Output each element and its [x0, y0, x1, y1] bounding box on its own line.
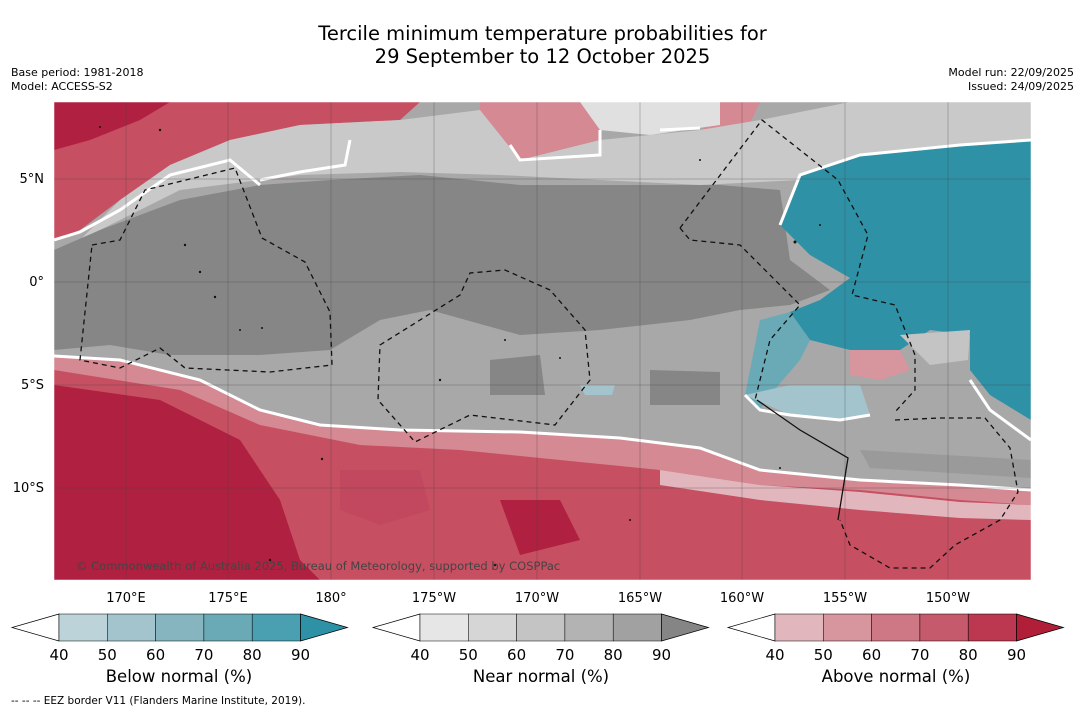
colorbar-near: 40 50 60 70 80 90 [371, 613, 710, 664]
colorbar-near-low-extension [371, 613, 421, 642]
colorbar-below-tick: 80 [243, 646, 262, 664]
colorbar-near-tick: 50 [459, 646, 478, 664]
colorbar-below: 40 50 60 70 80 90 [10, 613, 349, 664]
colorbar-label-below: Below normal (%) [105, 667, 253, 686]
colorbar-above-segment [919, 613, 969, 642]
colorbar-near-high-extension [661, 613, 710, 642]
colorbar-below-tick: 70 [194, 646, 213, 664]
colorbar-above-tick: 40 [765, 646, 784, 664]
meta-left: Base period: 1981-2018 Model: ACCESS-S2 [11, 66, 143, 93]
colorbar-near-tick: 60 [507, 646, 526, 664]
colorbar-above-segment [967, 613, 1017, 642]
eez-gilbert [79, 167, 333, 373]
gridlines [54, 102, 1031, 580]
colorbar-near-segment [516, 613, 566, 642]
colorbar-above-tick: 60 [862, 646, 881, 664]
lon-label-170w: 170°W [515, 591, 559, 606]
lat-label-5n: 5°N [20, 172, 45, 187]
lon-labels: 170°E 175°E 180° 175°W 170°W 165°W 160°W… [106, 591, 970, 606]
colorbar-label-near: Near normal (%) [472, 667, 610, 686]
eez-footnote: -- -- -- EEZ border V11 (Flanders Marine… [11, 695, 306, 707]
eez-phoenix [377, 269, 591, 443]
title-line-1: Tercile minimum temperature probabilitie… [318, 22, 767, 45]
colorbar-above-tick: 70 [910, 646, 929, 664]
model-name: Model: ACCESS-S2 [11, 79, 113, 93]
colorbar-below-high-extension [300, 613, 349, 642]
colorbar-near-tick: 40 [410, 646, 429, 664]
lon-label-175e: 175°E [208, 591, 248, 606]
colorbar-near-tick: 90 [652, 646, 671, 664]
colorbar-below-tick: 40 [49, 646, 68, 664]
below-normal-east [780, 140, 1031, 420]
colorbar-above-low-extension [726, 613, 776, 642]
lon-label-155w: 155°W [823, 591, 867, 606]
colorbar-near-segment [468, 613, 517, 642]
title-line-2: 29 September to 12 October 2025 [374, 45, 711, 68]
model-run: Model run: 22/09/2025 [948, 66, 1074, 79]
colorbar-above-segment [774, 613, 824, 642]
near-normal-core [54, 175, 830, 355]
colorbar-below-tick: 90 [291, 646, 310, 664]
lon-label-150w: 150°W [926, 591, 970, 606]
island-markers [99, 126, 821, 567]
lat-labels: 5°N 0° 5°S 10°S [13, 172, 44, 496]
colorbars: 40 50 60 70 80 90 40 50 60 70 80 90 40 50 60 70 80 90 [10, 613, 1065, 664]
eez-borders [79, 119, 1019, 569]
colorbar-near-segment [612, 613, 662, 642]
lat-label-10s: 10°S [13, 481, 44, 496]
colorbar-label-above: Above normal (%) [821, 667, 971, 686]
colorbar-above-tick: 50 [814, 646, 833, 664]
colorbar-near-tick: 80 [604, 646, 623, 664]
colorbar-below-segment [203, 613, 253, 642]
colorbar-below-tick: 60 [146, 646, 165, 664]
lon-label-175w: 175°W [412, 591, 456, 606]
map-title: Tercile minimum temperature probabilitie… [0, 22, 1085, 68]
lon-label-180: 180° [315, 591, 346, 606]
colorbar-below-low-extension [10, 613, 60, 642]
map-fill [54, 102, 1031, 580]
lat-label-0: 0° [29, 275, 44, 290]
colorbar-above-tick: 80 [959, 646, 978, 664]
colorbar-below-segment [155, 613, 205, 642]
eez-solid-segment [756, 399, 849, 521]
colorbar-above-segment [823, 613, 872, 642]
colorbar-above-segment [871, 613, 921, 642]
colorbar-near-tick: 70 [555, 646, 574, 664]
eez-cook [839, 417, 1019, 569]
copyright-text: © Commonwealth of Australia 2025, Bureau… [76, 559, 560, 573]
colorbar-below-segment [251, 613, 301, 642]
colorbar-below-segment [58, 613, 108, 642]
colorbar-above: 40 50 60 70 80 90 [726, 613, 1065, 664]
lon-label-165w: 165°W [618, 591, 662, 606]
meta-right: Model run: 22/09/2025 Issued: 24/09/2025 [948, 66, 1074, 93]
eez-line [679, 119, 916, 413]
base-period: Base period: 1981-2018 [11, 66, 144, 79]
lat-label-5s: 5°S [21, 378, 44, 393]
lon-label-160w: 160°W [720, 591, 764, 606]
issued-date: Issued: 24/09/2025 [967, 79, 1074, 93]
colorbar-above-high-extension [1016, 613, 1065, 642]
above-normal-north [54, 102, 420, 240]
lon-label-170e: 170°E [106, 591, 146, 606]
colorbar-near-segment [564, 613, 614, 642]
colorbar-below-tick: 50 [98, 646, 117, 664]
map-frame [53, 101, 1032, 581]
colorbar-near-segment [419, 613, 469, 642]
colorbar-below-segment [107, 613, 156, 642]
colorbar-above-tick: 90 [1007, 646, 1026, 664]
